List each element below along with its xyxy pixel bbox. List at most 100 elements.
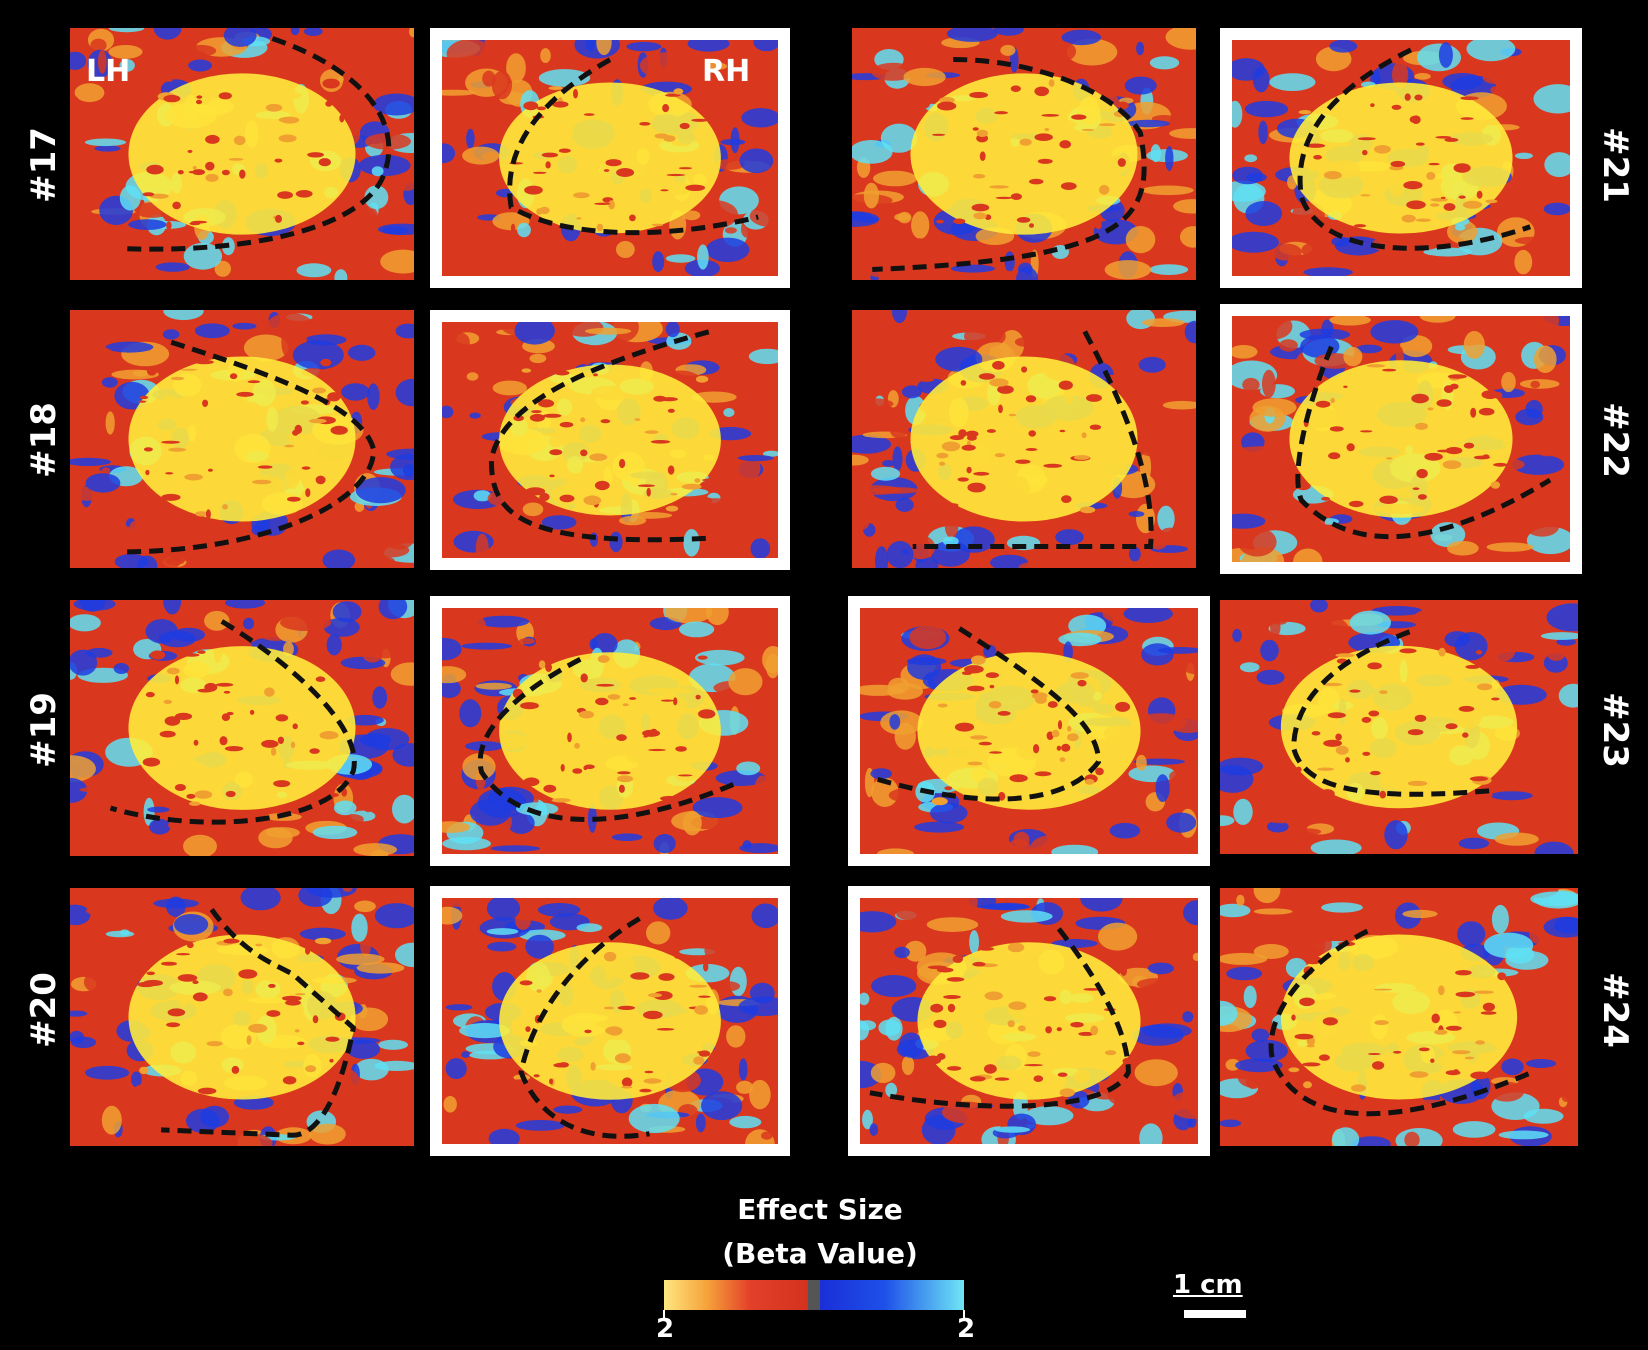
texture-blob bbox=[266, 313, 314, 338]
texture-blob bbox=[1518, 822, 1545, 829]
texture-blob bbox=[290, 28, 300, 36]
activation-speck bbox=[660, 397, 678, 402]
activation-speck bbox=[1090, 1025, 1099, 1036]
texture-blob bbox=[1055, 529, 1084, 545]
texture-blob bbox=[852, 124, 877, 134]
activation-speck bbox=[1034, 86, 1049, 97]
texture-blob bbox=[736, 761, 761, 776]
activation-speck bbox=[1491, 697, 1500, 701]
activation-speck bbox=[143, 447, 153, 452]
texture-blob bbox=[1174, 1138, 1195, 1144]
texture-blob bbox=[390, 1007, 413, 1021]
activation-speck bbox=[919, 377, 935, 382]
activation-speck bbox=[1335, 653, 1355, 658]
texture-blob bbox=[1284, 842, 1312, 854]
activation-speck bbox=[1291, 1014, 1296, 1021]
texture-blob bbox=[341, 383, 370, 401]
texture-blob bbox=[366, 1131, 384, 1146]
activation-speck bbox=[132, 370, 149, 377]
activation-speck bbox=[668, 945, 679, 954]
activation-speck bbox=[1401, 214, 1416, 223]
texture-blob bbox=[392, 743, 414, 767]
activation-speck bbox=[702, 478, 720, 482]
activation-speck bbox=[196, 95, 203, 99]
activation-speck bbox=[223, 690, 231, 694]
activation-speck bbox=[677, 774, 693, 777]
texture-blob bbox=[1534, 841, 1574, 854]
activation-speck bbox=[134, 1084, 154, 1094]
texture-blob bbox=[749, 204, 778, 228]
texture-blob bbox=[280, 614, 332, 631]
texture-blob bbox=[852, 398, 894, 410]
texture-blob bbox=[382, 46, 407, 55]
texture-blob bbox=[442, 637, 462, 661]
texture-blob bbox=[482, 70, 496, 87]
subject-label-22: #22 bbox=[1595, 402, 1635, 478]
activation-speck bbox=[339, 114, 345, 123]
texture-blob bbox=[720, 357, 751, 374]
activation-speck bbox=[1098, 123, 1116, 127]
activation-speck bbox=[138, 400, 147, 403]
activation-speck bbox=[309, 748, 320, 754]
activation-speck bbox=[543, 784, 557, 793]
activation-speck bbox=[219, 736, 228, 746]
activation-speck bbox=[1033, 744, 1040, 754]
texture-blob bbox=[761, 1131, 773, 1140]
roi-outline bbox=[1300, 50, 1530, 248]
texture-blob bbox=[860, 941, 878, 967]
activation-speck bbox=[1403, 181, 1423, 190]
texture-blob bbox=[1080, 898, 1123, 912]
activation-speck bbox=[1060, 182, 1077, 191]
activation-speck bbox=[551, 798, 571, 803]
texture-blob bbox=[1242, 377, 1260, 392]
activation-speck bbox=[574, 742, 580, 749]
activation-speck bbox=[607, 694, 621, 700]
activation-speck bbox=[1313, 155, 1322, 160]
texture-blob bbox=[911, 211, 930, 239]
texture-blob bbox=[1165, 28, 1196, 50]
texture-blob bbox=[1253, 888, 1281, 904]
texture-blob bbox=[1343, 347, 1363, 367]
activation-speck bbox=[1095, 767, 1104, 776]
activation-speck bbox=[142, 192, 155, 197]
texture-blob bbox=[886, 541, 914, 568]
texture-blob bbox=[748, 348, 778, 365]
roi-outline bbox=[870, 929, 1128, 1106]
activation-speck bbox=[1059, 1088, 1075, 1097]
texture-blob bbox=[862, 1109, 873, 1130]
texture-blob bbox=[754, 775, 772, 803]
texture-blob bbox=[1123, 608, 1173, 623]
texture-blob bbox=[1220, 1000, 1238, 1026]
texture-blob bbox=[1232, 513, 1266, 529]
activation-speck bbox=[651, 223, 664, 227]
activation-speck bbox=[195, 511, 209, 517]
texture-blob bbox=[1293, 548, 1323, 562]
activation-speck bbox=[1008, 413, 1017, 417]
texture-blob bbox=[1182, 518, 1196, 547]
texture-blob bbox=[933, 242, 965, 254]
roi-outline bbox=[521, 919, 649, 1137]
texture-blob bbox=[1165, 146, 1174, 171]
colorbar-tick-right: 2 bbox=[957, 1314, 976, 1344]
activation-speck bbox=[989, 751, 1002, 754]
texture-blob bbox=[374, 903, 414, 929]
texture-blob bbox=[378, 1039, 408, 1050]
texture-blob bbox=[597, 341, 644, 362]
texture-blob bbox=[103, 959, 144, 966]
activation-speck bbox=[174, 712, 193, 720]
activation-speck bbox=[1083, 988, 1101, 991]
texture-blob bbox=[1526, 1059, 1557, 1068]
activation-speck bbox=[1008, 1001, 1027, 1010]
texture-blob bbox=[1180, 226, 1196, 248]
activation-speck bbox=[294, 993, 306, 996]
texture-blob bbox=[721, 98, 730, 113]
texture-blob bbox=[1455, 224, 1466, 231]
activation-speck bbox=[246, 1035, 252, 1045]
texture-blob bbox=[1245, 1074, 1261, 1089]
activation-speck bbox=[320, 358, 332, 367]
texture-blob bbox=[336, 953, 385, 965]
texture-blob bbox=[1182, 75, 1196, 92]
texture-blob bbox=[609, 531, 623, 553]
activation-speck bbox=[1431, 1013, 1440, 1024]
activation-speck bbox=[278, 116, 299, 123]
